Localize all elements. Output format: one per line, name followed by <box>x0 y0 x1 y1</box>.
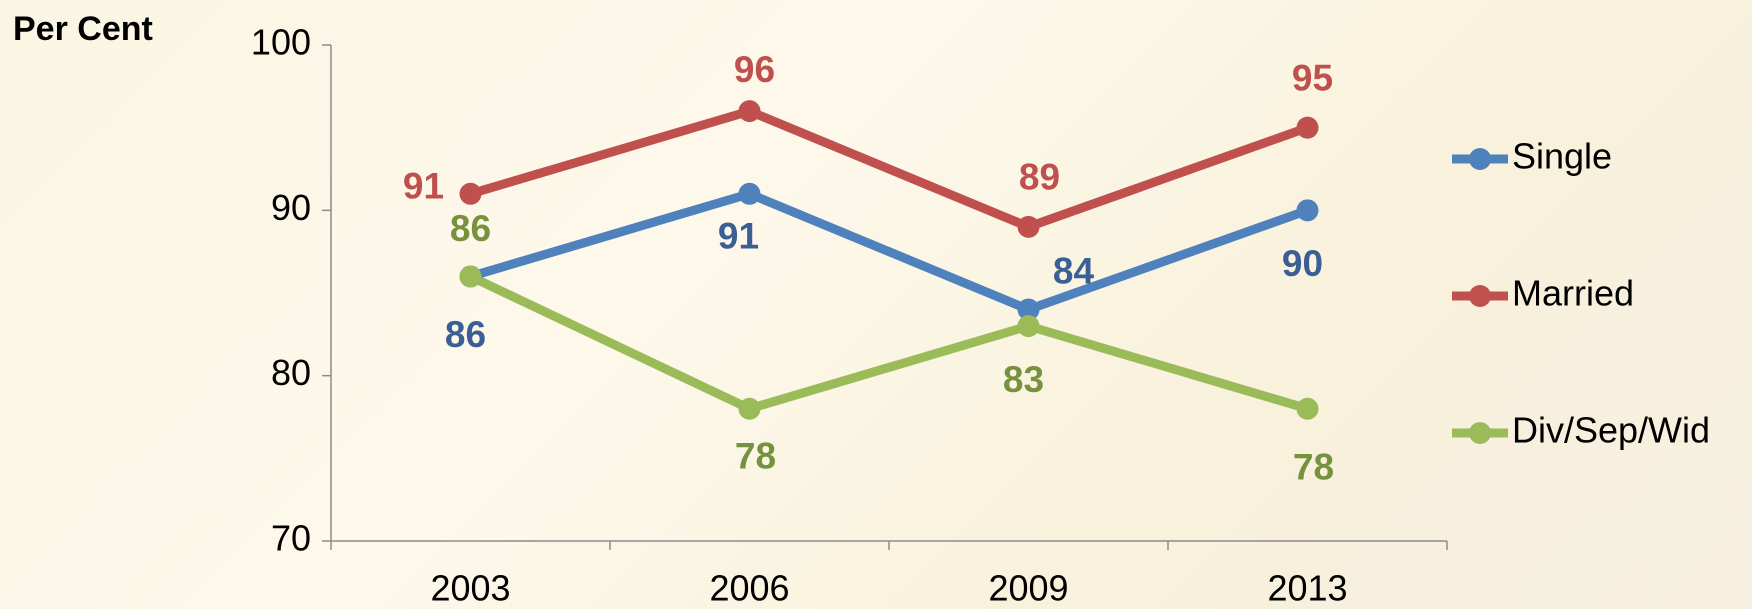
data-point <box>738 100 761 123</box>
legend-label: Married <box>1512 273 1634 314</box>
data-label: 86 <box>450 208 491 249</box>
data-point <box>1017 298 1040 321</box>
data-point <box>1296 397 1319 420</box>
data-label: 83 <box>1003 359 1044 400</box>
data-label: 89 <box>1019 157 1060 198</box>
data-point <box>1296 116 1319 139</box>
data-label: 95 <box>1292 57 1333 98</box>
data-label: 86 <box>445 314 486 355</box>
legend-marker <box>1469 148 1491 170</box>
data-label: 78 <box>1293 447 1334 488</box>
data-label: 78 <box>735 436 776 477</box>
series-line <box>468 272 1309 414</box>
x-tick-label: 2006 <box>709 568 789 609</box>
x-tick-label: 2013 <box>1267 568 1347 609</box>
data-point <box>459 265 482 288</box>
data-label: 96 <box>734 49 775 90</box>
data-point <box>1017 315 1040 338</box>
data-point <box>738 397 761 420</box>
data-label: 91 <box>403 166 444 207</box>
data-point <box>1296 199 1319 222</box>
series-line <box>469 189 1310 315</box>
data-label: 90 <box>1282 243 1323 284</box>
x-tick-label: 2009 <box>988 568 1068 609</box>
data-point <box>738 182 761 205</box>
y-axis-label: Per Cent <box>13 10 153 48</box>
legend-label: Div/Sep/Wid <box>1512 410 1710 451</box>
x-tick-label: 2003 <box>430 568 510 609</box>
data-label: 91 <box>718 216 759 257</box>
legend-marker <box>1469 285 1491 307</box>
y-tick-label: 80 <box>271 352 311 393</box>
legend-marker <box>1469 422 1491 444</box>
y-tick-label: 100 <box>251 22 311 63</box>
data-label: 84 <box>1053 250 1095 291</box>
data-point <box>1017 215 1040 238</box>
legend-label: Single <box>1512 136 1612 177</box>
y-tick-label: 90 <box>271 187 311 228</box>
y-tick-label: 70 <box>271 518 311 559</box>
series-line <box>469 106 1310 232</box>
data-point <box>459 182 482 205</box>
